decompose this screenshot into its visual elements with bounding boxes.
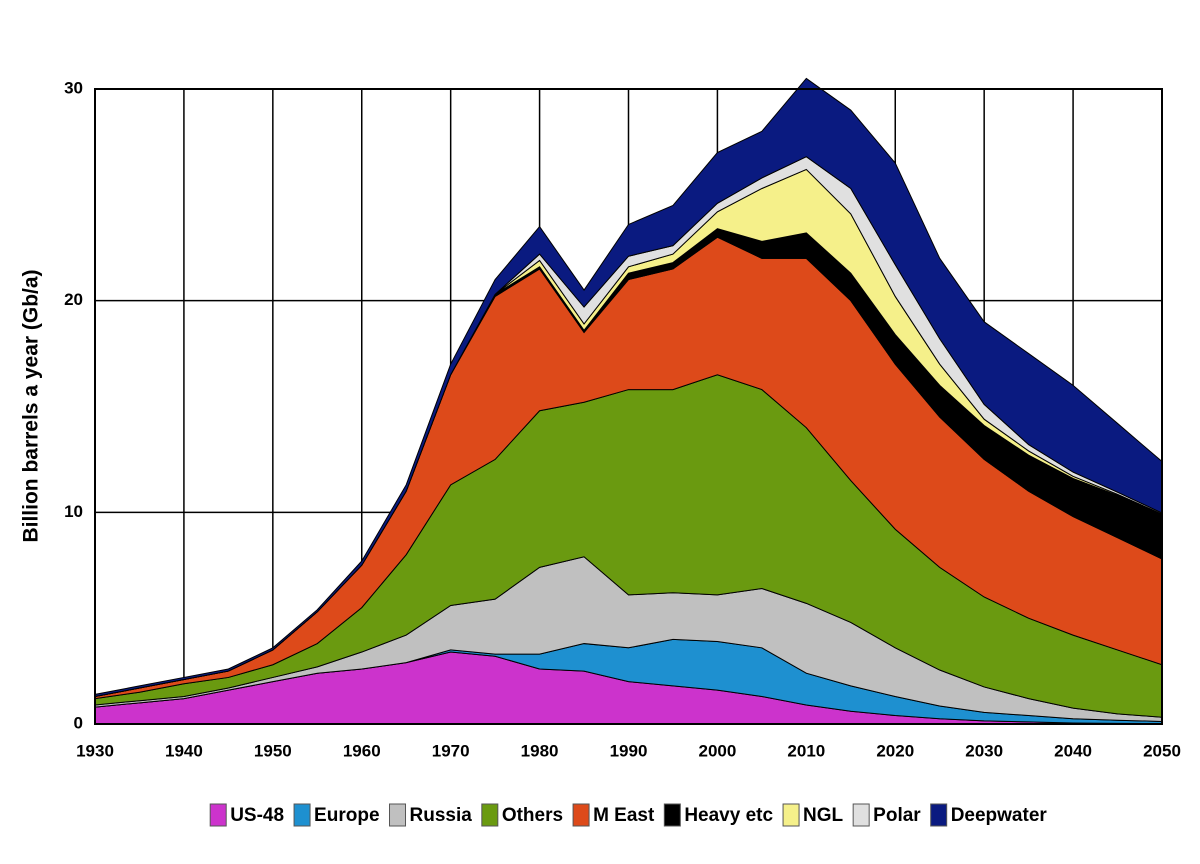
x-tick-label: 2000 bbox=[699, 741, 737, 760]
plot-frame bbox=[94, 88, 1163, 725]
legend-swatch bbox=[852, 803, 870, 827]
legend-label: US-48 bbox=[230, 805, 284, 826]
legend-label: NGL bbox=[803, 805, 844, 826]
y-tick-label: 0 bbox=[74, 713, 83, 732]
y-tick-label: 30 bbox=[64, 78, 83, 97]
legend-label: Heavy etc bbox=[684, 805, 773, 826]
legend-swatch bbox=[209, 803, 227, 827]
x-tick-label: 2030 bbox=[965, 741, 1003, 760]
x-tick-label: 2040 bbox=[1054, 741, 1092, 760]
legend-swatch bbox=[930, 803, 948, 827]
legend-swatch bbox=[481, 803, 499, 827]
legend-label: Russia bbox=[410, 805, 473, 826]
x-tick-label: 2020 bbox=[876, 741, 914, 760]
legend: US-48 Europe Russia Others M East Heavy etc NG… bbox=[209, 803, 1048, 827]
x-tick-label: 1940 bbox=[165, 741, 203, 760]
x-tick-label: 1950 bbox=[254, 741, 292, 760]
legend-label: Others bbox=[502, 805, 563, 826]
legend-swatch bbox=[572, 803, 590, 827]
legend-swatch bbox=[293, 803, 311, 827]
x-tick-label: 1980 bbox=[521, 741, 559, 760]
legend-swatch bbox=[782, 803, 800, 827]
legend-label: M East bbox=[593, 805, 655, 826]
legend-swatch bbox=[389, 803, 407, 827]
legend-label: Polar bbox=[873, 805, 921, 826]
x-tick-label: 2010 bbox=[787, 741, 825, 760]
y-axis-label: Billion barrels a year (Gb/a) bbox=[20, 269, 43, 542]
y-tick-label: 10 bbox=[64, 502, 83, 521]
x-tick-label: 2050 bbox=[1143, 741, 1181, 760]
x-tick-label: 1960 bbox=[343, 741, 381, 760]
x-tick-label: 1990 bbox=[610, 741, 648, 760]
legend-label: Europe bbox=[314, 805, 379, 826]
legend-swatch bbox=[663, 803, 681, 827]
legend-label: Deepwater bbox=[951, 805, 1048, 826]
y-tick-label: 20 bbox=[64, 290, 83, 309]
x-tick-label: 1930 bbox=[76, 741, 114, 760]
x-tick-label: 1970 bbox=[432, 741, 470, 760]
